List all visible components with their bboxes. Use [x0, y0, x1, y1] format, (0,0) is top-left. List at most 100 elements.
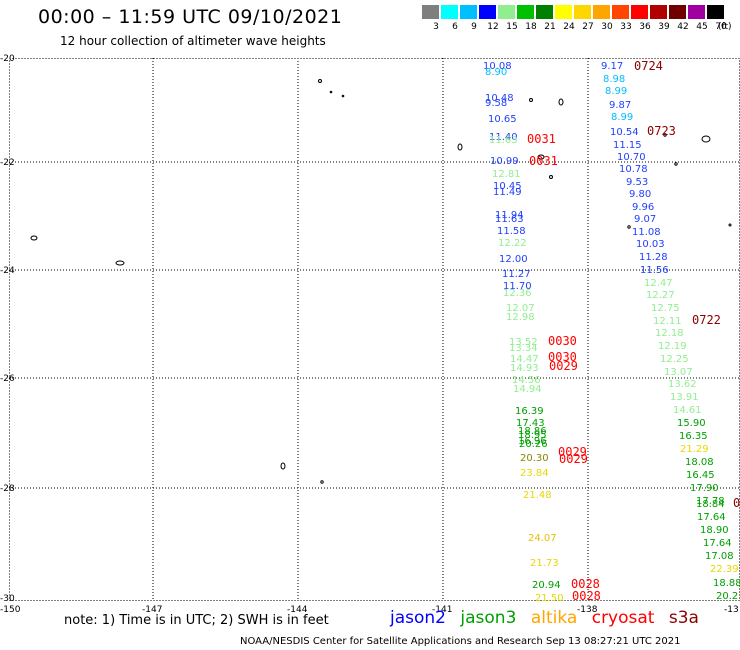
lon-label: -144: [287, 605, 308, 615]
island: [537, 154, 545, 160]
wave-height-value: 11.28: [639, 252, 668, 263]
wave-height-value: 21.50: [535, 593, 564, 604]
wave-height-value: 17.90: [690, 483, 719, 494]
wave-height-value: 12.18: [655, 328, 684, 339]
legend-swatch: [631, 5, 648, 19]
lat-label: -30: [0, 594, 15, 604]
wave-height-value: 14.93: [510, 363, 539, 374]
wave-height-value: 10.65: [488, 114, 517, 125]
wave-height-value: 11.15: [613, 140, 642, 151]
wave-height-value: 23.84: [520, 468, 549, 479]
legend-level: 45: [696, 22, 708, 32]
wave-height-value: 17.64: [697, 512, 726, 523]
wave-height-value: 11.08: [632, 227, 661, 238]
legend-level: 70: [715, 22, 727, 32]
legend-level: 24: [563, 22, 575, 32]
pass-time-label: 0724: [634, 59, 663, 73]
wave-height-value: 17.08: [705, 551, 734, 562]
lat-label: -20: [0, 54, 15, 64]
legend-swatch: [460, 5, 477, 19]
legend-swatch: [612, 5, 629, 19]
legend-level: 18: [525, 22, 537, 32]
legend-level: 27: [582, 22, 594, 32]
wave-height-value: 14.56: [512, 375, 541, 386]
wave-height-value: 18.90: [700, 525, 729, 536]
legend-level: 21: [544, 22, 556, 32]
wave-height-value: 20.26: [519, 439, 548, 450]
pass-time-label: 0028: [572, 589, 601, 603]
wave-height-value: 16.39: [515, 406, 544, 417]
pass-time-label: 0030: [548, 334, 577, 348]
wave-height-value: 15.90: [677, 418, 706, 429]
legend-level: 36: [639, 22, 651, 32]
island: [318, 79, 322, 83]
legend-level: 42: [677, 22, 689, 32]
wave-height-value: 12.27: [646, 290, 675, 301]
pass-time-label: 0029: [549, 359, 578, 373]
wave-height-value: 16.35: [679, 431, 708, 442]
wave-height-value: 14.61: [673, 405, 702, 416]
pass-time-label: 0030: [548, 350, 577, 364]
island: [320, 480, 324, 484]
wave-height-value: 13.07: [664, 367, 693, 378]
island: [329, 90, 333, 94]
map-title: 00:00 – 11:59 UTC 09/10/2021: [38, 6, 343, 28]
legend-swatch: [707, 5, 724, 19]
island: [627, 225, 631, 229]
legend-swatch: [555, 5, 572, 19]
legend-swatch: [517, 5, 534, 19]
wave-height-value: 12.11: [653, 316, 682, 327]
wave-height-value: 21.29: [680, 444, 709, 455]
legend-level: 12: [487, 22, 499, 32]
pass-time-label: 0722: [692, 313, 721, 327]
legend-level: 9: [471, 22, 477, 32]
wave-height-value: 10.78: [619, 164, 648, 175]
wave-height-value: 9.96: [632, 202, 654, 213]
wave-height-value: 10.45: [493, 181, 522, 192]
wave-height-value: 11.27: [502, 269, 531, 280]
wave-height-value: 11.40: [489, 132, 518, 143]
lon-label: -141: [432, 605, 452, 615]
wave-height-value: 18.95: [518, 430, 547, 441]
lat-label: -26: [0, 374, 15, 384]
wave-height-value: 12.00: [499, 254, 528, 265]
legend-swatch: [669, 5, 686, 19]
wave-height-value: 12.07: [506, 303, 535, 314]
wave-height-value: 13.34: [509, 343, 538, 354]
island: [728, 223, 732, 227]
lat-label: -22: [0, 158, 15, 168]
sat-cryosat: cryosat: [591, 608, 655, 628]
island: [30, 235, 38, 241]
wave-height-value: 11.58: [497, 226, 526, 237]
wave-height-value: 11.70: [503, 281, 532, 292]
wave-height-value: 10.99: [490, 156, 519, 167]
wave-height-value: 13.52: [509, 337, 538, 348]
note-text: note: 1) Time is in UTC; 2) SWH is in fe…: [64, 613, 329, 628]
wave-height-value: 10.08: [483, 61, 512, 72]
wave-height-value: 11.56: [640, 265, 669, 276]
wave-height-value: 12.98: [506, 312, 535, 323]
wave-height-value: 17.64: [703, 538, 732, 549]
wave-height-value: 11.94: [495, 210, 524, 221]
wave-height-value: 18.86: [518, 426, 547, 437]
wave-height-value: 8.98: [603, 74, 625, 85]
sat-s3a: s3a: [668, 608, 699, 628]
island: [115, 260, 125, 266]
wave-height-value: 20.94: [532, 580, 561, 591]
legend-swatch: [441, 5, 458, 19]
lat-label: -28: [0, 484, 15, 494]
legend-level: 6: [452, 22, 458, 32]
legend-swatch: [479, 5, 496, 19]
footer-credit: NOAA/NESDIS Center for Satellite Applica…: [240, 636, 681, 647]
wave-height-value: 17.78: [696, 496, 725, 507]
lon-label: -150: [0, 605, 21, 615]
island: [529, 98, 533, 102]
wave-height-value: 10.54: [610, 127, 639, 138]
wave-height-value: 10.70: [617, 152, 646, 163]
legend-swatch: [688, 5, 705, 19]
wave-height-value: 9.58: [485, 98, 507, 109]
wave-height-value: 18.84: [696, 499, 725, 510]
wave-height-value: 16.96: [518, 436, 547, 447]
islands: [30, 79, 732, 484]
